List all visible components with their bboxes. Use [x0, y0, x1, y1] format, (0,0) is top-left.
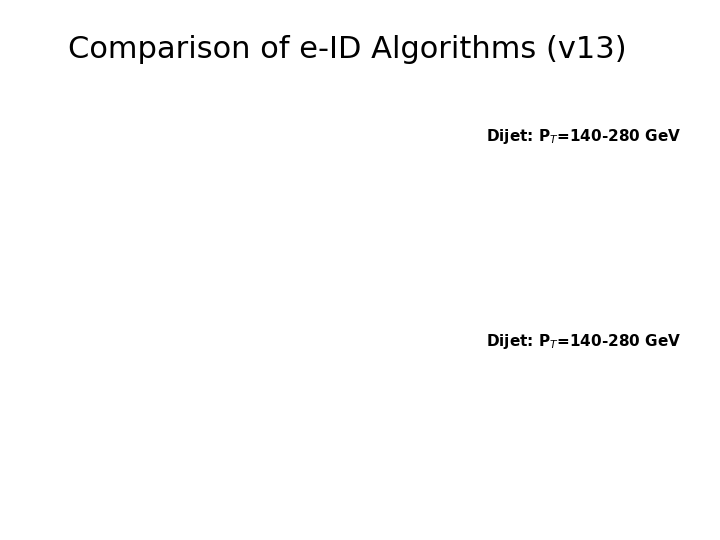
Text: Comparison of e-ID Algorithms (v13): Comparison of e-ID Algorithms (v13) [68, 35, 627, 64]
Text: Dijet: P$_T$=140-280 GeV: Dijet: P$_T$=140-280 GeV [486, 332, 681, 351]
Text: Dijet: P$_T$=140-280 GeV: Dijet: P$_T$=140-280 GeV [486, 127, 681, 146]
